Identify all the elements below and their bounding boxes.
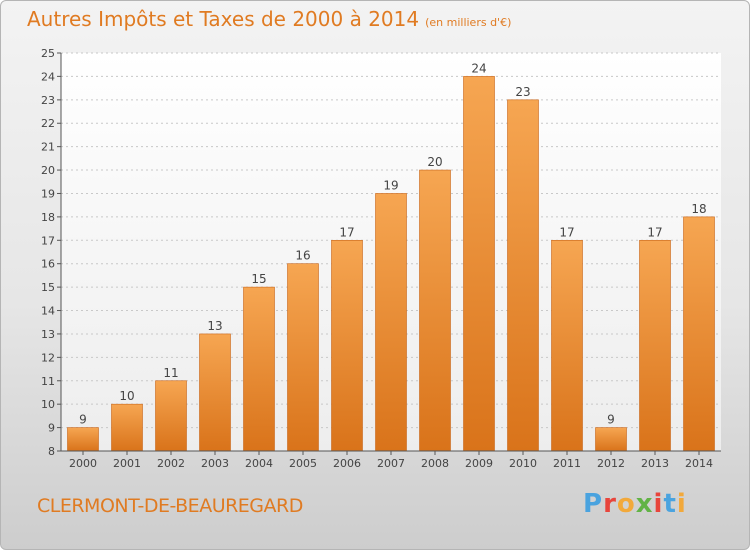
data-label: 9 xyxy=(607,413,615,427)
y-tick-label: 9 xyxy=(48,422,55,435)
x-tick-label: 2012 xyxy=(597,457,625,470)
y-tick-label: 24 xyxy=(41,70,55,83)
y-tick-label: 12 xyxy=(41,351,55,364)
x-tick-label: 2009 xyxy=(465,457,493,470)
brand-letter: P xyxy=(583,489,604,519)
data-label: 17 xyxy=(339,225,354,239)
x-tick-label: 2000 xyxy=(69,457,97,470)
data-label: 20 xyxy=(427,155,442,169)
bar xyxy=(375,193,407,452)
bar xyxy=(463,76,495,452)
x-tick-label: 2007 xyxy=(377,457,405,470)
y-tick-label: 18 xyxy=(41,211,55,224)
y-tick-label: 8 xyxy=(48,445,55,458)
chart-title: Autres Impôts et Taxes de 2000 à 2014 xyxy=(27,7,420,31)
data-label: 13 xyxy=(207,319,222,333)
bar xyxy=(683,216,715,452)
x-tick-label: 2013 xyxy=(641,457,669,470)
bar xyxy=(639,239,671,452)
bar xyxy=(67,427,99,452)
bar xyxy=(551,239,583,452)
chart-unit: (en milliers d'€) xyxy=(425,16,512,29)
data-label: 16 xyxy=(295,249,310,263)
bars xyxy=(67,76,715,452)
x-tick-label: 2004 xyxy=(245,457,273,470)
bar xyxy=(331,239,363,452)
bar xyxy=(287,263,319,452)
data-label: 9 xyxy=(79,413,87,427)
brand-letter: i xyxy=(653,489,664,519)
x-tick-label: 2011 xyxy=(553,457,581,470)
x-tick-label: 2010 xyxy=(509,457,537,470)
y-tick-label: 25 xyxy=(41,47,55,60)
brand-letter: r xyxy=(603,489,617,519)
commune-name: CLERMONT-DE-BEAUREGARD xyxy=(37,495,303,517)
bar xyxy=(507,99,539,452)
y-tick-label: 17 xyxy=(41,234,55,247)
y-tick-label: 11 xyxy=(41,375,55,388)
bar xyxy=(419,169,451,452)
brand-letter: t xyxy=(663,489,677,519)
x-tick-label: 2001 xyxy=(113,457,141,470)
brand-letter: i xyxy=(676,489,687,519)
data-label: 18 xyxy=(691,202,706,216)
y-tick-label: 23 xyxy=(41,94,55,107)
y-tick-label: 10 xyxy=(41,398,55,411)
y-tick-label: 19 xyxy=(41,187,55,200)
y-tick-label: 16 xyxy=(41,258,55,271)
x-tick-label: 2002 xyxy=(157,457,185,470)
data-label: 11 xyxy=(163,366,178,380)
bar xyxy=(111,403,143,452)
data-label: 17 xyxy=(647,225,662,239)
bar xyxy=(199,333,231,452)
chart-header: Autres Impôts et Taxes de 2000 à 2014 (en… xyxy=(27,7,511,31)
data-label: 23 xyxy=(515,85,530,99)
y-axis: 8 9 10 11 12 13 14 15 16 17 18 19 20 21 22 23 24 25 xyxy=(41,47,62,458)
data-label: 19 xyxy=(383,178,398,192)
x-tick-label: 2014 xyxy=(685,457,713,470)
y-tick-label: 15 xyxy=(41,281,55,294)
x-tick-label: 2008 xyxy=(421,457,449,470)
bar xyxy=(155,380,187,452)
y-tick-label: 14 xyxy=(41,305,55,318)
x-tick-label: 2003 xyxy=(201,457,229,470)
brand-letter: o xyxy=(616,489,636,519)
y-tick-label: 22 xyxy=(41,117,55,130)
y-tick-label: 20 xyxy=(41,164,55,177)
x-tick-label: 2006 xyxy=(333,457,361,470)
brand-letter: x xyxy=(635,489,654,519)
brand-logo: Proxiti xyxy=(583,489,687,519)
data-labels: 9 10 11 13 15 16 17 19 20 24 23 17 9 17 18 xyxy=(79,61,706,426)
data-label: 10 xyxy=(119,389,134,403)
bar xyxy=(243,286,275,452)
data-label: 24 xyxy=(471,61,486,75)
data-label: 17 xyxy=(559,225,574,239)
y-tick-label: 13 xyxy=(41,328,55,341)
x-tick-label: 2005 xyxy=(289,457,317,470)
x-axis: 2000 2001 2002 2003 2004 2005 2006 2007 2008 2009… xyxy=(61,450,721,470)
y-tick-label: 21 xyxy=(41,141,55,154)
data-label: 15 xyxy=(251,272,266,286)
bar xyxy=(595,427,627,452)
